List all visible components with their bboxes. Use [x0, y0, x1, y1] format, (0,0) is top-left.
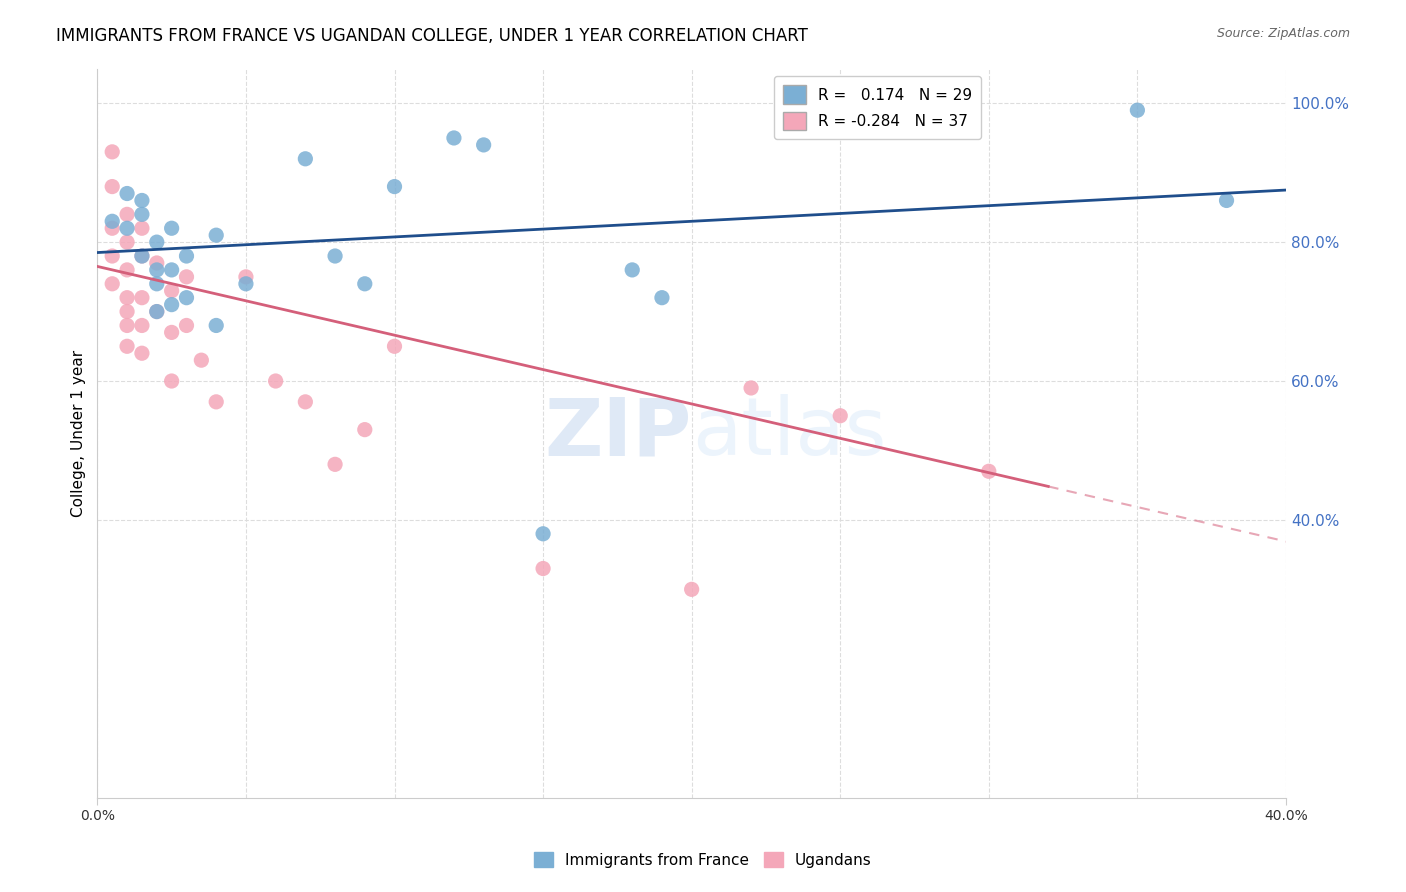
- Point: [621, 263, 644, 277]
- Point: [830, 409, 852, 423]
- Text: ZIP: ZIP: [544, 394, 692, 472]
- Point: [384, 339, 406, 353]
- Point: [264, 374, 287, 388]
- Point: [235, 269, 257, 284]
- Point: [205, 318, 228, 333]
- Point: [681, 582, 703, 597]
- Point: [651, 291, 673, 305]
- Point: [160, 374, 183, 388]
- Point: [101, 277, 124, 291]
- Point: [131, 249, 153, 263]
- Point: [115, 221, 138, 235]
- Point: [131, 221, 153, 235]
- Point: [160, 263, 183, 277]
- Point: [160, 284, 183, 298]
- Point: [131, 207, 153, 221]
- Point: [176, 249, 198, 263]
- Point: [115, 339, 138, 353]
- Point: [205, 395, 228, 409]
- Point: [176, 291, 198, 305]
- Point: [115, 318, 138, 333]
- Point: [443, 131, 465, 145]
- Point: [131, 318, 153, 333]
- Point: [531, 526, 554, 541]
- Point: [740, 381, 762, 395]
- Point: [1126, 103, 1149, 118]
- Point: [353, 277, 375, 291]
- Text: Source: ZipAtlas.com: Source: ZipAtlas.com: [1216, 27, 1350, 40]
- Point: [101, 221, 124, 235]
- Text: atlas: atlas: [692, 394, 886, 472]
- Text: IMMIGRANTS FROM FRANCE VS UGANDAN COLLEGE, UNDER 1 YEAR CORRELATION CHART: IMMIGRANTS FROM FRANCE VS UGANDAN COLLEG…: [56, 27, 808, 45]
- Point: [131, 194, 153, 208]
- Point: [101, 214, 124, 228]
- Point: [131, 249, 153, 263]
- Point: [190, 353, 212, 368]
- Point: [115, 235, 138, 249]
- Point: [101, 179, 124, 194]
- Point: [294, 152, 316, 166]
- Point: [146, 263, 169, 277]
- Point: [131, 291, 153, 305]
- Point: [160, 221, 183, 235]
- Point: [205, 228, 228, 243]
- Point: [160, 326, 183, 340]
- Point: [323, 458, 346, 472]
- Point: [146, 256, 169, 270]
- Point: [235, 277, 257, 291]
- Point: [115, 304, 138, 318]
- Point: [101, 145, 124, 159]
- Point: [977, 464, 1000, 478]
- Point: [115, 263, 138, 277]
- Point: [176, 269, 198, 284]
- Point: [115, 186, 138, 201]
- Point: [101, 249, 124, 263]
- Point: [384, 179, 406, 194]
- Point: [146, 235, 169, 249]
- Point: [472, 137, 495, 152]
- Point: [531, 561, 554, 575]
- Point: [294, 395, 316, 409]
- Point: [115, 207, 138, 221]
- Point: [146, 277, 169, 291]
- Point: [146, 304, 169, 318]
- Legend: Immigrants from France, Ugandans: Immigrants from France, Ugandans: [527, 844, 879, 875]
- Point: [176, 318, 198, 333]
- Point: [131, 346, 153, 360]
- Y-axis label: College, Under 1 year: College, Under 1 year: [72, 350, 86, 516]
- Point: [160, 298, 183, 312]
- Legend: R =   0.174   N = 29, R = -0.284   N = 37: R = 0.174 N = 29, R = -0.284 N = 37: [773, 76, 981, 139]
- Point: [353, 423, 375, 437]
- Point: [115, 291, 138, 305]
- Point: [146, 304, 169, 318]
- Point: [1215, 194, 1237, 208]
- Point: [323, 249, 346, 263]
